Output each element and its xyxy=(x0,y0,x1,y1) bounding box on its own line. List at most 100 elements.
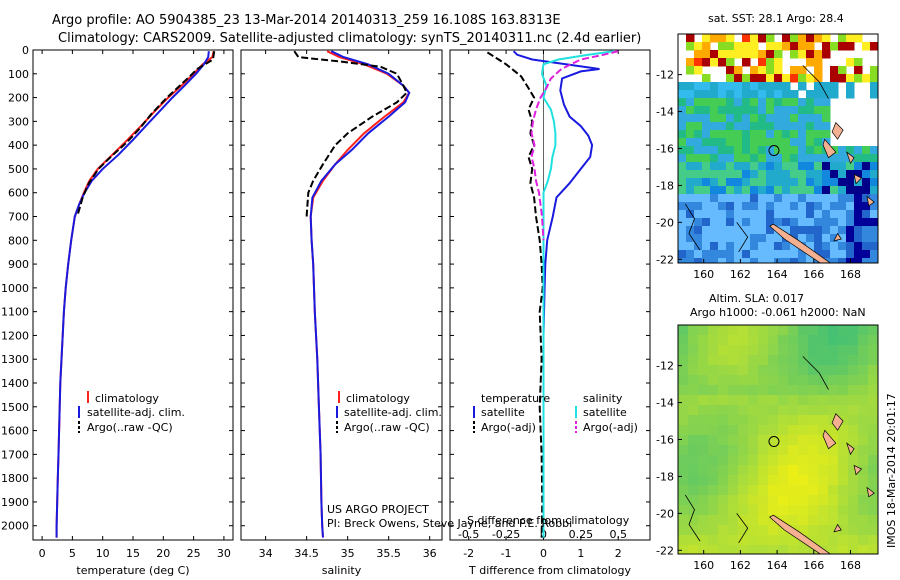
sla-cell xyxy=(868,495,878,506)
sla-cell xyxy=(728,325,739,336)
sst-cell xyxy=(782,250,791,259)
sst-cell xyxy=(790,170,799,179)
sst-cell xyxy=(694,202,703,211)
sst-cell xyxy=(694,218,703,227)
sst-cell xyxy=(710,250,719,259)
sla-cell xyxy=(748,475,759,486)
sst-cell xyxy=(750,162,759,171)
sst-cell xyxy=(830,186,839,195)
sst-cell xyxy=(854,178,863,187)
sla-cell xyxy=(678,425,689,436)
sst-cell xyxy=(726,34,735,43)
sst-cell xyxy=(854,146,863,155)
sst-cell xyxy=(814,122,823,131)
sst-map: 160 162 164 166 168 -12 -14 -16 -18 -20 -22 xyxy=(656,33,879,281)
map-ytick-label: -16 xyxy=(656,143,674,156)
sst-cell xyxy=(742,130,751,139)
sst-cell xyxy=(678,258,687,263)
sla-cell xyxy=(708,495,719,506)
sla-cell xyxy=(858,495,869,506)
sla-cell xyxy=(688,375,699,386)
sst-cell xyxy=(742,146,751,155)
sst-cell xyxy=(710,122,719,131)
sla-cell xyxy=(688,465,699,476)
sst-cell xyxy=(742,138,751,147)
sst-cell xyxy=(822,98,831,107)
sst-cell xyxy=(750,170,759,179)
sst-cell xyxy=(766,234,775,243)
sla-cell xyxy=(738,505,749,516)
sla-cell xyxy=(728,395,739,406)
sst-cell xyxy=(814,146,823,155)
sla-map: 160 162 164 166 168 -12 -14 -16 -18 -20 -22 xyxy=(656,324,879,572)
sla-cell xyxy=(828,525,839,536)
sla-cell xyxy=(758,395,769,406)
sst-cell xyxy=(798,34,807,43)
sst-cell xyxy=(790,130,799,139)
sst-cell xyxy=(806,258,815,263)
sla-cell xyxy=(778,425,789,436)
xtick-label: 15 xyxy=(126,547,140,560)
sst-cell xyxy=(798,130,807,139)
sla-cell xyxy=(738,475,749,486)
sla-cell xyxy=(778,375,789,386)
map-xtick-label: 168 xyxy=(840,559,861,572)
sla-cell xyxy=(838,525,849,536)
sst-cell xyxy=(830,234,839,243)
sst-cell xyxy=(734,146,743,155)
sst-cell xyxy=(694,82,703,91)
sla-cell xyxy=(798,505,809,516)
sla-cell xyxy=(768,405,779,416)
sla-cell xyxy=(718,455,729,466)
sla-cell xyxy=(758,405,769,416)
sst-cell xyxy=(734,138,743,147)
island xyxy=(831,412,844,431)
sla-cell xyxy=(748,435,759,446)
sst-cell xyxy=(734,114,743,123)
sst-cell xyxy=(702,210,711,219)
sla-cell xyxy=(818,425,829,436)
sst-cell xyxy=(766,218,775,227)
sst-cell xyxy=(702,178,711,187)
sst-cell xyxy=(710,98,719,107)
sst-cell xyxy=(798,122,807,131)
sst-cell xyxy=(862,210,871,219)
sla-cell xyxy=(728,535,739,546)
sla-cell xyxy=(768,325,779,336)
sst-cell xyxy=(790,210,799,219)
sla-cell xyxy=(838,535,849,546)
sst-cell xyxy=(702,90,711,99)
sla-cell xyxy=(818,395,829,406)
sst-cell xyxy=(838,154,847,163)
sla-cell xyxy=(698,455,709,466)
sla-cell xyxy=(838,375,849,386)
sla-cell xyxy=(708,345,719,356)
sst-cell xyxy=(846,186,855,195)
sst-cell xyxy=(686,202,695,211)
sst-cell xyxy=(814,50,823,59)
sst-cell xyxy=(814,130,823,139)
sst-cell xyxy=(790,218,799,227)
sst-cell xyxy=(830,66,839,75)
sst-cell xyxy=(862,186,871,195)
sla-cell xyxy=(708,545,719,554)
sst-cell xyxy=(758,242,767,251)
sla-cell xyxy=(748,385,759,396)
temperature-axes: 0 5 10 15 20 25 300100200300400500600700800900… xyxy=(1,44,233,577)
sla-cell xyxy=(738,485,749,496)
sla-label: Altim. SLA: 0.017 xyxy=(709,292,804,305)
sla-cell xyxy=(858,415,869,426)
sst-cell xyxy=(830,154,839,163)
ytick-label: 1500 xyxy=(1,401,29,414)
sla-cell xyxy=(728,355,739,366)
sst-cell xyxy=(734,226,743,235)
sst-cell xyxy=(806,154,815,163)
sla-cell xyxy=(738,545,749,554)
sst-cell xyxy=(782,146,791,155)
sst-cell xyxy=(766,162,775,171)
sst-cell xyxy=(742,250,751,259)
sst-cell xyxy=(838,250,847,259)
sst-cell xyxy=(774,242,783,251)
sla-cell xyxy=(748,325,759,336)
xtick-label: 30 xyxy=(217,547,231,560)
